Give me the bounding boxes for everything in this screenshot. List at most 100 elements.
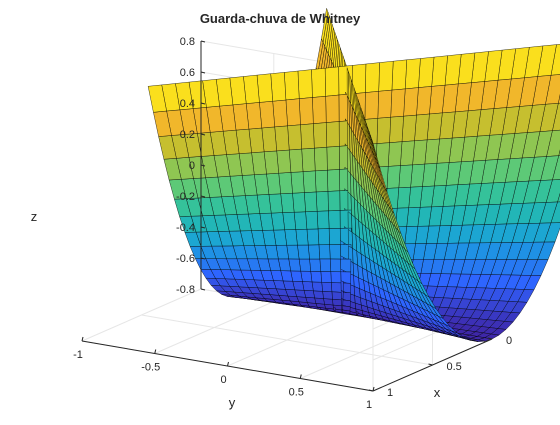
surface-patch [324,299,334,305]
surface-patch [329,228,340,244]
surface-patch [387,166,400,189]
chart-title: Guarda-chuva de Whitney [200,11,361,26]
surface-patch [365,63,379,93]
surface-patch [311,271,322,282]
x-tick-label: 1 [387,387,393,399]
surface-patch [326,95,339,123]
z-axis-label: z [31,209,38,224]
z-tick-label: 0.2 [180,129,195,141]
y-tick-label: 0 [220,374,226,386]
surface-patch [273,100,288,127]
surface-patch [271,72,286,101]
y-tick-label: -0.5 [141,362,160,374]
surface-patch [418,57,434,88]
surface-patch [320,259,331,272]
surface-patch [307,229,319,245]
z-tick-label: -0.6 [176,253,195,265]
surface-patch [286,99,301,126]
surface-patch [319,245,330,259]
surface-patch [331,283,341,293]
surface-patch [329,210,341,228]
surface-patch [294,212,307,230]
surface-patch [312,96,326,123]
surface-patch [400,141,414,166]
surface-patch [301,124,315,149]
surface-patch [291,172,304,194]
surface-patch [279,172,293,193]
z-tick-label: 0 [189,160,195,172]
surface-patch [321,272,332,283]
surface-patch [312,282,323,291]
y-tick-label: 0.5 [289,387,304,399]
surface-patch [417,86,432,115]
x-tick-label: 0 [506,335,512,347]
y-axis-label: y [229,395,236,410]
surface-patch [293,193,306,213]
surface-patch [378,90,392,118]
surface-patch [432,56,448,87]
surface-patch [259,101,274,128]
surface-patch [302,148,316,172]
surface-patch [333,299,342,306]
surface-patch [407,207,420,226]
surface-layer [148,8,560,341]
surface-patch [308,245,320,259]
surface-patch [331,272,341,283]
surface-patch [289,149,303,172]
surface-patch [315,170,328,192]
surface-patch [310,259,321,272]
surface-patch [317,211,329,229]
surface-patch [281,193,294,212]
surface-patch [377,117,391,143]
surface-patch [314,147,327,171]
z-tick-label: 0.6 [180,67,195,79]
surface-patch [390,116,404,143]
z-tick-label: 0.8 [180,36,195,48]
surface-patch [275,126,290,151]
surface-patch [288,125,302,150]
surface-patch [388,142,402,167]
surface-patch [313,291,323,299]
surface-patch [304,192,317,212]
surface-patch [405,226,418,244]
surface-patch [303,171,316,193]
surface-patch [323,291,333,299]
z-tick-label: -0.8 [176,284,195,296]
surface-patch [325,67,339,97]
surface-patch [429,85,445,114]
y-tick-label: 1 [366,399,372,411]
surface-patch [404,88,419,117]
surface-patch [415,114,430,141]
surface-patch [284,71,299,100]
surface-patch [299,259,311,271]
surface-patch [328,191,340,211]
x-tick-label: 0.5 [447,361,462,373]
z-tick-label: -0.4 [176,222,195,234]
surface-patch [296,229,308,245]
surface-patch [297,245,309,259]
surface-patch [277,150,291,173]
surface-patch [327,169,339,191]
surface-patch [397,187,410,208]
surface-patch [392,60,407,90]
surface-patch [316,191,328,211]
surface-patch [262,127,277,152]
surface-patch [306,211,318,229]
surface-patch [322,282,332,292]
surface-patch [313,123,327,149]
surface-patch [283,212,296,230]
surface-patch [365,91,379,119]
y-tick-label: -1 [73,349,83,361]
surface-patch [327,146,340,170]
surface-patch [318,229,330,245]
surface-patch [413,140,428,165]
surface-patch [330,245,341,260]
z-tick-label: -0.2 [176,191,195,203]
surface-patch [330,259,341,272]
surface-patch [391,89,406,117]
x-axis-label: x [434,385,441,400]
surface-patch [257,74,273,103]
surface-patch [312,68,326,97]
